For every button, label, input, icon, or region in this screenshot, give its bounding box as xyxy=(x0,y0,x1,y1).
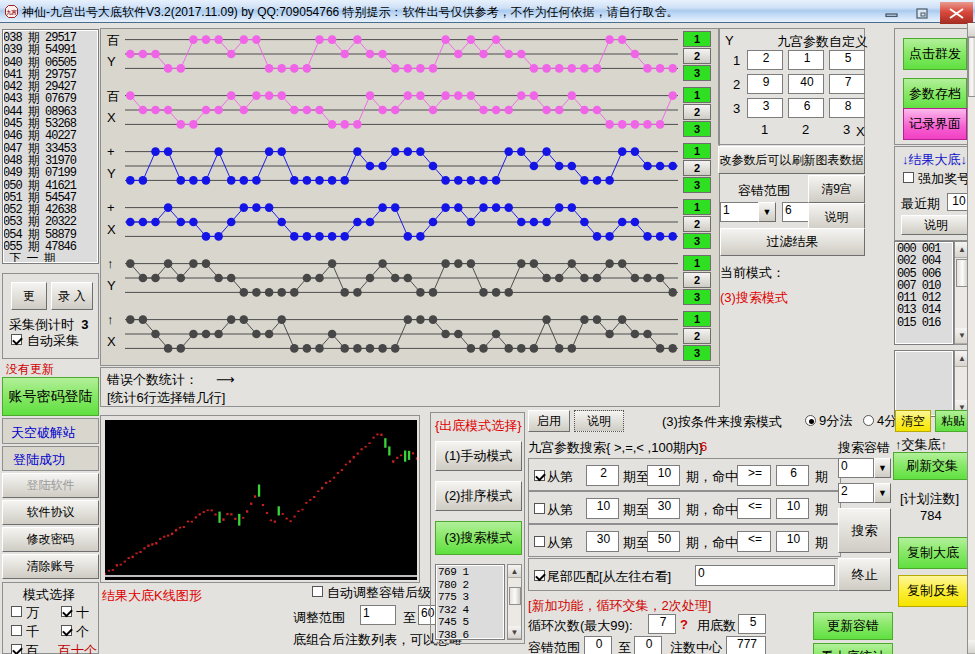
svg-text:九宫: 九宫 xyxy=(6,9,17,16)
